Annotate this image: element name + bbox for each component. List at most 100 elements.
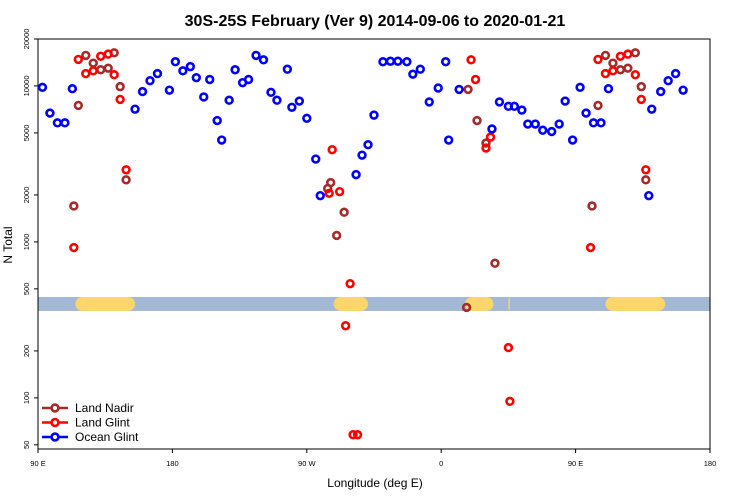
point-land-nadir — [73, 100, 84, 111]
point-ocean-glint — [212, 115, 222, 126]
point-land-glint — [630, 70, 641, 80]
point-ocean-glint — [251, 50, 261, 61]
point-land-nadir — [339, 207, 349, 217]
point-land-glint — [641, 165, 651, 175]
y-tick-label: 100 — [22, 392, 31, 405]
point-land-nadir — [331, 230, 342, 241]
land-band-segment — [605, 296, 666, 311]
point-land-glint — [481, 143, 491, 153]
point-land-nadir — [472, 115, 482, 126]
point-land-nadir — [636, 81, 647, 92]
legend-marker — [50, 403, 60, 413]
point-land-glint — [324, 188, 334, 198]
point-ocean-glint — [282, 64, 293, 74]
scatter-points — [37, 48, 688, 440]
point-ocean-glint — [37, 82, 48, 93]
point-ocean-glint — [302, 113, 312, 124]
point-land-nadir — [600, 50, 611, 61]
point-ocean-glint — [547, 126, 557, 137]
y-tick-label: 10000 — [22, 76, 31, 97]
point-ocean-glint — [294, 96, 305, 106]
point-ocean-glint — [369, 110, 379, 120]
y-axis: 50 100 200 500 1000 2000 5000 10000 20000 — [22, 29, 38, 449]
point-ocean-glint — [60, 118, 70, 128]
y-axis-label: N Total — [1, 226, 15, 263]
point-ocean-glint — [424, 97, 434, 107]
ocean-band — [38, 296, 710, 311]
point-ocean-glint — [137, 86, 148, 97]
chart-title: 30S-25S February (Ver 9) 2014-09-06 to 2… — [185, 13, 566, 30]
point-ocean-glint — [178, 66, 188, 76]
point-ocean-glint — [164, 85, 175, 95]
point-land-glint — [340, 321, 351, 331]
land-band-segment — [333, 296, 369, 311]
point-land-nadir — [69, 201, 79, 211]
point-land-glint — [466, 55, 476, 65]
point-land-nadir — [463, 84, 473, 95]
point-ocean-glint — [266, 87, 276, 98]
point-land-glint — [115, 94, 125, 105]
point-ocean-glint — [170, 57, 181, 67]
point-ocean-glint — [554, 119, 564, 129]
x-tick-label: 180 — [166, 459, 179, 468]
point-ocean-glint — [581, 108, 591, 118]
land-band-segment — [465, 296, 494, 311]
point-land-nadir — [490, 258, 500, 268]
point-land-glint — [348, 430, 358, 440]
point-land-nadir — [81, 50, 91, 61]
point-land-nadir — [103, 63, 113, 73]
x-tick-label: 180 — [704, 459, 717, 468]
point-ocean-glint — [663, 76, 673, 86]
point-ocean-glint — [315, 190, 325, 201]
y-tick-label: 50 — [22, 441, 31, 449]
x-tick-label: 90 W — [298, 459, 316, 468]
y-tick-label: 20000 — [22, 29, 31, 50]
y-tick-label: 2000 — [22, 187, 31, 204]
point-land-glint — [334, 186, 345, 197]
point-land-glint — [485, 132, 496, 142]
point-land-glint — [327, 145, 337, 155]
legend-marker — [50, 417, 60, 428]
point-land-nadir — [461, 302, 472, 313]
x-tick-label: 90 E — [30, 459, 45, 468]
x-axis-label: Longitude (deg E) — [327, 476, 422, 490]
point-land-glint — [81, 68, 91, 79]
point-land-nadir — [593, 100, 603, 111]
point-land-glint — [69, 242, 79, 253]
point-ocean-glint — [433, 83, 443, 93]
point-ocean-glint — [191, 72, 201, 83]
point-ocean-glint — [596, 118, 606, 128]
point-land-glint — [600, 68, 611, 79]
point-ocean-glint — [393, 56, 403, 66]
point-ocean-glint — [402, 57, 412, 67]
point-ocean-glint — [351, 169, 361, 180]
point-land-glint — [103, 49, 113, 59]
point-ocean-glint — [644, 190, 654, 201]
point-ocean-glint — [363, 140, 373, 150]
point-land-nadir — [481, 138, 491, 148]
point-land-nadir — [587, 201, 597, 211]
point-ocean-glint — [656, 86, 666, 97]
point-ocean-glint — [560, 96, 570, 106]
point-ocean-glint — [494, 97, 505, 107]
point-ocean-glint — [145, 76, 155, 86]
point-ocean-glint — [272, 95, 282, 105]
y-tick-label: 500 — [22, 283, 31, 296]
point-ocean-glint — [130, 104, 140, 114]
point-land-glint — [585, 242, 596, 253]
point-ocean-glint — [454, 84, 464, 95]
point-ocean-glint — [509, 101, 520, 112]
point-ocean-glint — [45, 108, 55, 118]
point-land-glint — [88, 66, 98, 76]
point-land-glint — [636, 94, 647, 105]
point-ocean-glint — [357, 150, 367, 160]
y-tick-label: 1000 — [22, 234, 31, 251]
point-land-glint — [608, 66, 618, 76]
legend-marker — [50, 432, 60, 442]
x-axis: 90 E 180 90 W 0 90 E 180 — [30, 449, 716, 468]
point-land-nadir — [623, 63, 633, 73]
point-ocean-glint — [230, 65, 240, 75]
point-land-nadir — [323, 183, 333, 194]
